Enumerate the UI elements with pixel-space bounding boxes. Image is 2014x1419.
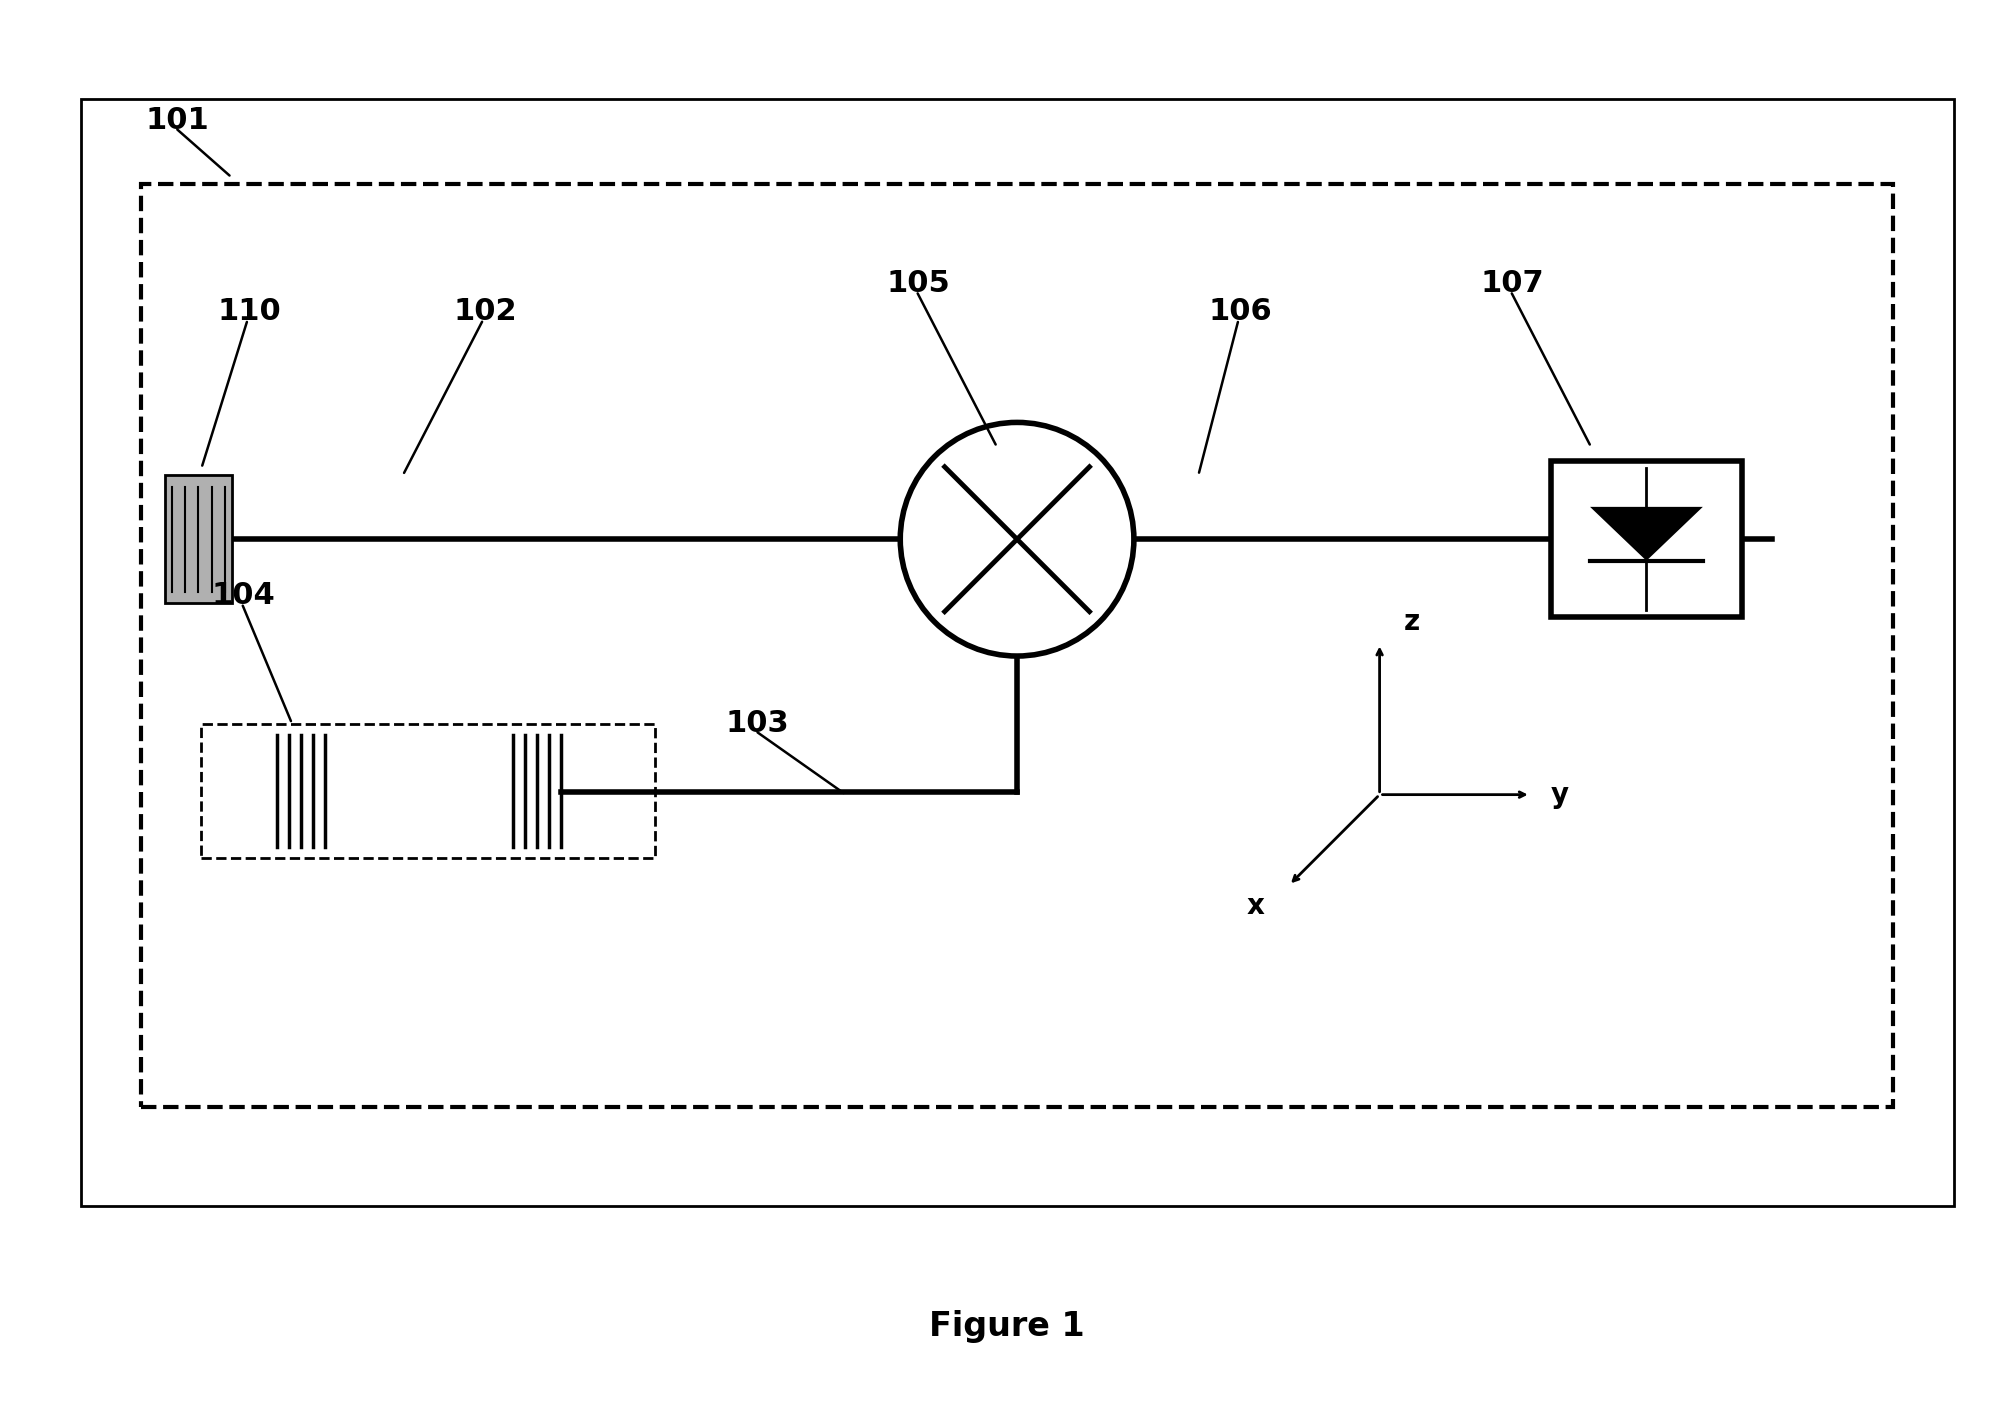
Text: 106: 106	[1208, 298, 1273, 326]
Ellipse shape	[900, 423, 1134, 656]
Bar	[1551, 461, 1742, 617]
Text: y: y	[1551, 780, 1569, 809]
Text: z: z	[1404, 609, 1420, 637]
Polygon shape	[1589, 507, 1702, 561]
Bar	[165, 475, 232, 603]
Text: 105: 105	[886, 270, 951, 298]
Text: Figure 1: Figure 1	[928, 1310, 1086, 1344]
Text: 101: 101	[145, 106, 209, 135]
Text: 107: 107	[1480, 270, 1545, 298]
Text: 102: 102	[453, 298, 518, 326]
Text: 104: 104	[211, 582, 276, 610]
Bar	[201, 724, 655, 858]
Text: 110: 110	[218, 298, 282, 326]
Text: x: x	[1247, 893, 1265, 921]
Bar	[81, 99, 1954, 1206]
Bar	[141, 184, 1893, 1107]
Text: 103: 103	[725, 710, 789, 738]
